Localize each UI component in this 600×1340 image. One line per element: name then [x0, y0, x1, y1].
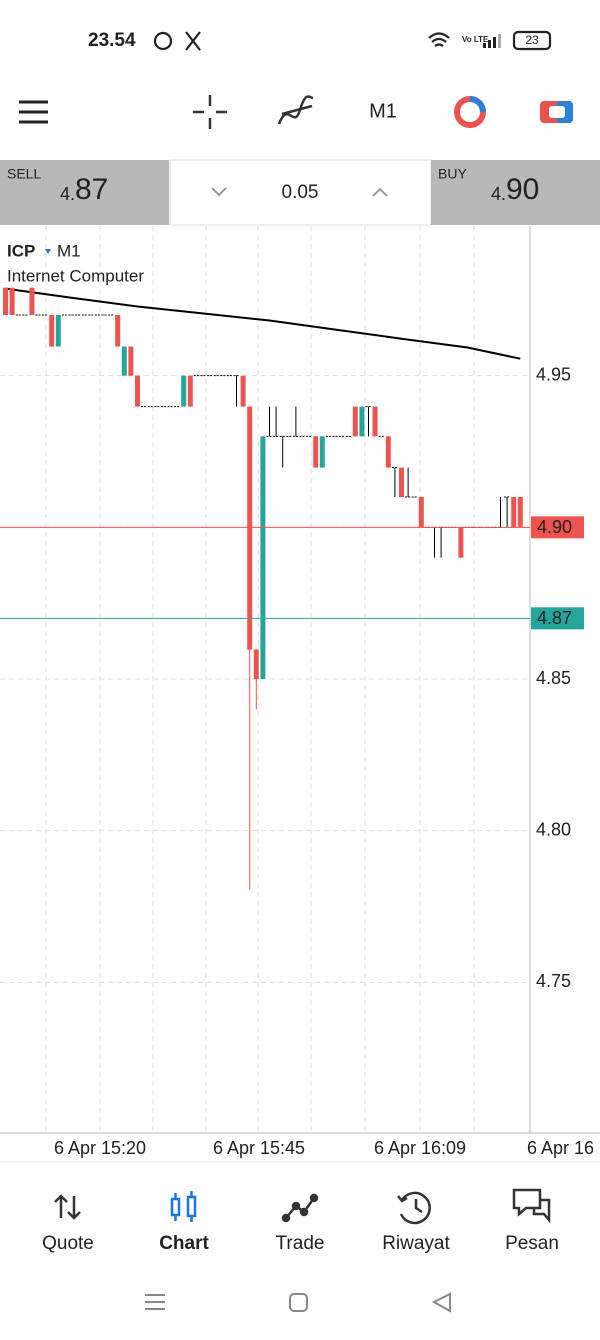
- nav-label[interactable]: Pesan: [505, 1233, 559, 1254]
- candle-body: [359, 406, 365, 437]
- candle-body: [372, 406, 378, 437]
- objects-button[interactable]: [454, 96, 486, 128]
- x-tick-label: 6 Apr 16: [527, 1138, 594, 1158]
- trade-button[interactable]: [540, 101, 573, 123]
- candle-body: [240, 375, 246, 407]
- y-tick-label: 4.85: [536, 668, 571, 688]
- nav-label[interactable]: Quote: [42, 1233, 94, 1254]
- sell-price-big: 87: [75, 173, 108, 206]
- volume-box: [169, 159, 432, 226]
- moving-average: [5, 287, 521, 360]
- symbol[interactable]: ICP: [7, 241, 35, 260]
- sell-price-small: 4.: [60, 184, 75, 204]
- candle-body: [187, 375, 193, 407]
- y-tick-label: 4.75: [536, 971, 571, 991]
- x-tick-label: 6 Apr 16:09: [374, 1138, 466, 1158]
- volume-up[interactable]: [372, 187, 388, 197]
- candle-body: [458, 527, 464, 558]
- sell-label: SELL: [7, 166, 41, 182]
- candle-body: [181, 375, 187, 407]
- candle-body: [29, 287, 35, 315]
- candle-body: [385, 436, 391, 468]
- candle-body: [135, 375, 140, 407]
- buy-price-small: 4.: [491, 184, 506, 204]
- candle-body: [49, 315, 55, 347]
- x-tick-label: 6 Apr 15:20: [54, 1138, 146, 1158]
- symbol-dropdown[interactable]: [45, 249, 51, 254]
- candle-body: [247, 406, 253, 650]
- trade-icon[interactable]: [281, 1193, 319, 1223]
- nav-label[interactable]: Trade: [276, 1233, 325, 1254]
- clock: 23.54: [88, 30, 136, 51]
- candle-body: [517, 497, 523, 528]
- messages-icon[interactable]: [512, 1188, 551, 1224]
- candle-body: [115, 315, 121, 347]
- candle-body: [253, 649, 259, 679]
- chart-icon[interactable]: [170, 1191, 197, 1222]
- nav-label-active[interactable]: Chart: [159, 1233, 209, 1254]
- chart-timeframe: M1: [57, 241, 81, 260]
- candle-body: [260, 436, 266, 679]
- buy-label: BUY: [438, 166, 467, 182]
- y-tick-label: 4.80: [536, 819, 571, 839]
- buy-button[interactable]: [431, 160, 600, 225]
- volume-down[interactable]: [211, 187, 227, 197]
- candle-body: [313, 436, 319, 468]
- y-tick-label: 4.95: [536, 364, 571, 384]
- candle-body: [511, 497, 517, 528]
- sell-button[interactable]: [0, 160, 169, 225]
- volte: Vo LTE: [462, 35, 489, 44]
- buy-price-big: 90: [506, 173, 539, 206]
- candle-body: [319, 436, 325, 468]
- ask-tag: [531, 516, 584, 539]
- volume: 0.05: [282, 182, 319, 203]
- recents[interactable]: [145, 1294, 165, 1310]
- indicators-button[interactable]: [277, 95, 314, 125]
- candle-body: [352, 406, 358, 437]
- home[interactable]: [289, 1293, 308, 1312]
- candle-body: [121, 346, 127, 376]
- back[interactable]: [431, 1292, 451, 1313]
- candle-body: [399, 467, 404, 497]
- candle-body: [9, 287, 15, 315]
- status-icons: [153, 30, 552, 51]
- crosshair-button[interactable]: [193, 95, 227, 129]
- ask-label: 4.90: [537, 517, 572, 537]
- battery-level: 23: [525, 33, 539, 47]
- timeframe-button[interactable]: M1: [369, 100, 397, 122]
- nav-label[interactable]: Riwayat: [382, 1233, 450, 1254]
- menu-button[interactable]: [19, 100, 48, 124]
- quote-icon[interactable]: [54, 1194, 81, 1220]
- signal: Vo LTE: [462, 34, 501, 48]
- candle-body: [128, 346, 134, 376]
- history-icon[interactable]: [397, 1191, 431, 1225]
- candle-body: [418, 497, 424, 528]
- symbol-description: Internet Computer: [7, 266, 144, 285]
- bid-tag: [531, 607, 584, 630]
- system-nav: [145, 1292, 451, 1313]
- candle-body: [55, 315, 61, 347]
- candle-body: [3, 287, 8, 315]
- x-tick-label: 6 Apr 15:45: [213, 1138, 305, 1158]
- bid-label: 4.87: [537, 608, 572, 628]
